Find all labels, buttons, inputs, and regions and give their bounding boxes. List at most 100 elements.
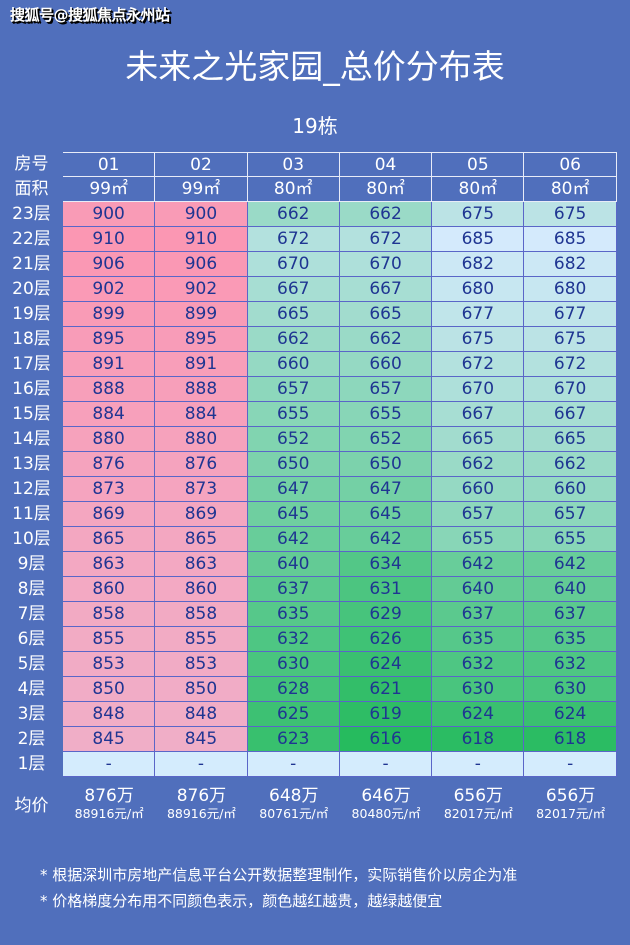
room-header: 01 [63, 152, 156, 177]
floor-row: 13层 876 876 650 650 662 662 [0, 452, 617, 477]
price-cell: 650 [339, 452, 433, 477]
price-cell: 884 [63, 402, 156, 427]
price-cell: 910 [155, 227, 248, 252]
price-cell: 675 [432, 327, 525, 352]
price-cell: 657 [432, 502, 525, 527]
price-cell: 884 [155, 402, 248, 427]
price-cell: 624 [339, 652, 433, 677]
price-cell: 876 [155, 452, 248, 477]
price-cell: 850 [155, 677, 248, 702]
price-cell: 672 [524, 352, 617, 377]
price-cell: 655 [247, 402, 340, 427]
floor-row: 23层 900 900 662 662 675 675 [0, 202, 617, 227]
price-cell: 667 [432, 402, 525, 427]
floor-row: 2层 845 845 623 616 618 618 [0, 727, 617, 752]
price-cell: 662 [339, 202, 433, 227]
floor-label: 23层 [12, 204, 51, 224]
price-cell: 869 [155, 502, 248, 527]
floor-row: 7层 858 858 635 629 637 637 [0, 602, 617, 627]
price-cell: 865 [155, 527, 248, 552]
floor-label: 13层 [12, 454, 51, 474]
average-cell: 876万 88916元/㎡ [155, 786, 247, 826]
price-cell: 626 [339, 627, 433, 652]
price-cell: 637 [432, 602, 525, 627]
price-table: 房号 01 02 03 04 05 06 面积 99㎡ 99㎡ 80㎡ 80㎡ … [0, 152, 617, 777]
price-cell: 630 [432, 677, 525, 702]
floor-row: 20层 902 902 667 667 680 680 [0, 277, 617, 302]
area-header: 80㎡ [524, 177, 617, 202]
price-cell: 618 [432, 727, 525, 752]
area-header: 99㎡ [63, 177, 156, 202]
floor-label: 2层 [17, 729, 46, 749]
price-cell: 665 [339, 302, 433, 327]
price-cell: 902 [63, 277, 156, 302]
price-cell: 662 [247, 202, 340, 227]
price-cell: 657 [247, 377, 340, 402]
floor-row: 11层 869 869 645 645 657 657 [0, 502, 617, 527]
floor-label: 18层 [12, 329, 51, 349]
room-header: 03 [247, 152, 340, 177]
floor-label: 21层 [12, 254, 51, 274]
footnote: * 根据深圳市房地产信息平台公开数据整理制作，实际销售价以房企为准 [40, 866, 518, 884]
price-cell: 632 [247, 627, 340, 652]
price-cell: 900 [155, 202, 248, 227]
price-cell: 848 [155, 702, 248, 727]
floor-label: 7层 [17, 604, 46, 624]
area-header: 99㎡ [155, 177, 248, 202]
price-cell: 900 [63, 202, 156, 227]
floor-row: 5层 853 853 630 624 632 632 [0, 652, 617, 677]
floor-row: 10层 865 865 642 642 655 655 [0, 527, 617, 552]
price-cell: 635 [247, 602, 340, 627]
price-cell: 865 [63, 527, 156, 552]
price-cell: 616 [339, 727, 433, 752]
price-cell: - [432, 752, 525, 777]
room-header: 02 [155, 152, 248, 177]
average-cell: 646万 80480元/㎡ [340, 786, 432, 826]
price-cell: 891 [155, 352, 248, 377]
price-cell: 640 [524, 577, 617, 602]
price-cell: 899 [155, 302, 248, 327]
price-cell: 660 [247, 352, 340, 377]
price-cell: 845 [155, 727, 248, 752]
price-cell: 631 [339, 577, 433, 602]
price-cell: 685 [432, 227, 525, 252]
average-unit-price: 88916元/㎡ [74, 806, 144, 821]
price-cell: 895 [155, 327, 248, 352]
floor-label: 22层 [12, 229, 51, 249]
price-cell: 895 [63, 327, 156, 352]
price-cell: 863 [63, 552, 156, 577]
average-unit-price: 82017元/㎡ [443, 806, 513, 821]
floor-row: 17层 891 891 660 660 672 672 [0, 352, 617, 377]
average-total: 876万 [84, 786, 134, 806]
price-cell: 665 [432, 427, 525, 452]
area-header: 80㎡ [247, 177, 340, 202]
price-cell: - [247, 752, 340, 777]
price-cell: 637 [524, 602, 617, 627]
average-unit-price: 80761元/㎡ [259, 806, 329, 821]
floor-label: 19层 [12, 304, 51, 324]
price-cell: 637 [247, 577, 340, 602]
price-cell: - [524, 752, 617, 777]
floor-label: 11层 [12, 504, 51, 524]
price-cell: 655 [432, 527, 525, 552]
watermark: 搜狐号@搜狐焦点永州站 [10, 6, 170, 24]
floor-label: 5层 [17, 654, 46, 674]
price-cell: 850 [63, 677, 156, 702]
price-cell: 657 [524, 502, 617, 527]
price-cell: 672 [247, 227, 340, 252]
price-cell: 853 [155, 652, 248, 677]
average-total: 646万 [361, 786, 411, 806]
price-cell: 888 [63, 377, 156, 402]
price-cell: 680 [432, 277, 525, 302]
price-cell: 655 [339, 402, 433, 427]
price-cell: 863 [155, 552, 248, 577]
floor-row: 9层 863 863 640 634 642 642 [0, 552, 617, 577]
price-cell: 625 [247, 702, 340, 727]
price-cell: 858 [63, 602, 156, 627]
price-cell: 642 [247, 527, 340, 552]
price-cell: 647 [247, 477, 340, 502]
price-cell: 660 [432, 477, 525, 502]
price-cell: 642 [339, 527, 433, 552]
price-cell: 628 [247, 677, 340, 702]
price-cell: - [63, 752, 156, 777]
